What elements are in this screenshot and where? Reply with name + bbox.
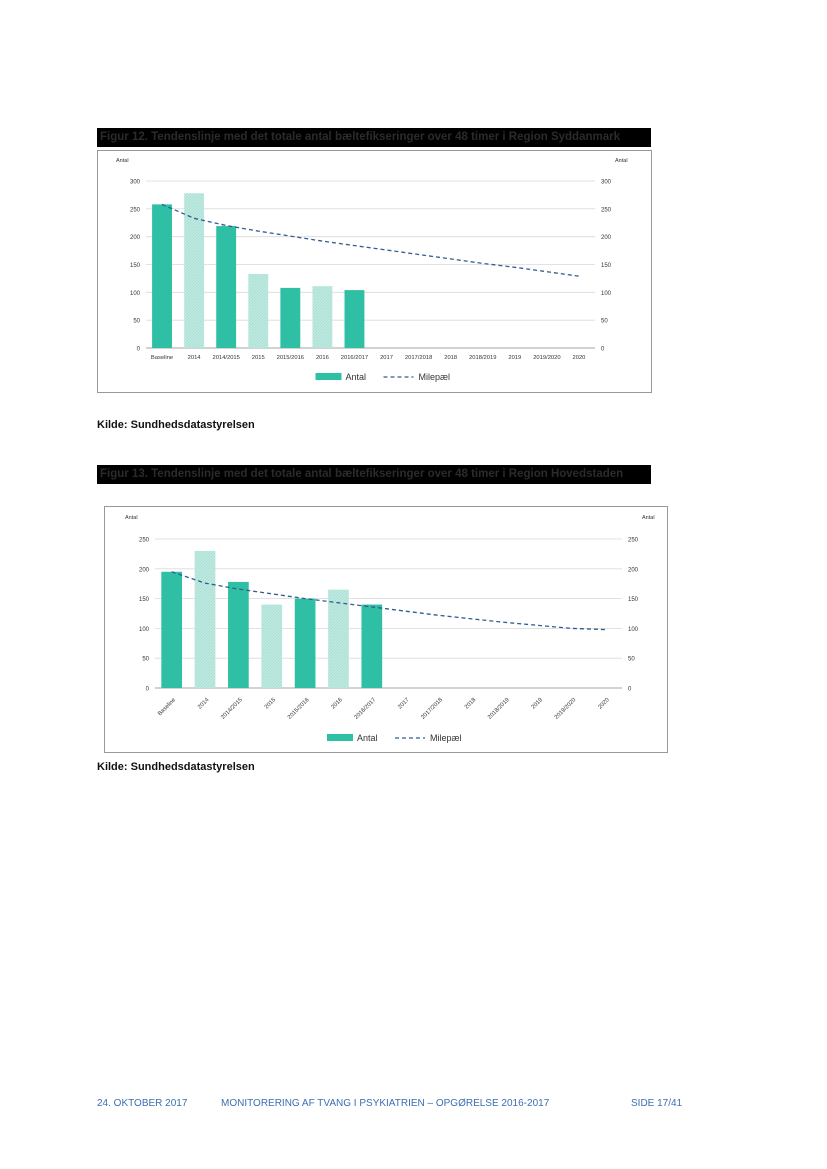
figure-13-title: Figur 13. Tendenslinje med det totale an…: [97, 465, 651, 484]
y-axis-label: Antal: [125, 515, 138, 521]
y-axis-label: Antal: [116, 158, 129, 164]
x-tick-label: 2016: [316, 355, 329, 361]
footer-page-number: SIDE 17/41: [631, 1098, 683, 1109]
figure-13-source: Kilde: Sundhedsdatastyrelsen: [97, 761, 255, 773]
y2-tick-label: 50: [601, 319, 608, 325]
x-tick-label: Baseline: [157, 697, 177, 717]
x-tick-label: 2019/2020: [533, 355, 560, 361]
y-tick-label: 150: [130, 263, 141, 269]
x-tick-label: 2014/2015: [220, 697, 244, 721]
x-tick-label: 2015: [264, 697, 277, 710]
x-tick-label: 2018/2019: [487, 697, 511, 721]
chart-region-syddanmark: 0 0 50 50 100 100 150 150 200 200 250 250 300 300 Anta…: [97, 150, 652, 393]
bar: [152, 204, 172, 348]
bar: [361, 604, 383, 688]
figure-12-title: Figur 12. Tendenslinje med det totale an…: [97, 128, 651, 147]
y2-tick-label: 150: [601, 263, 612, 269]
chart-region-hovedstaden: 0 0 50 50 100 100 150 150 200 200 250 250 Antal Antal…: [104, 506, 668, 753]
y2-tick-label: 250: [601, 207, 612, 213]
y-tick-label: 100: [139, 627, 150, 633]
x-tick-label: 2015/2016: [277, 355, 304, 361]
y2-tick-label: 50: [628, 657, 635, 663]
y2-tick-label: 150: [628, 597, 639, 603]
y-tick-label: 300: [130, 180, 141, 186]
chart-svg: 0 0 50 50 100 100 150 150 200 200 250 250 300 300 Anta…: [116, 158, 628, 382]
bar: [248, 273, 269, 348]
x-tick-label: 2020: [597, 697, 610, 710]
milestone-line: [171, 571, 606, 631]
y-tick-label: 50: [142, 657, 149, 663]
y2-tick-label: 100: [601, 291, 612, 297]
legend-swatch-antal: [327, 734, 353, 741]
x-tick-label: 2017/2018: [420, 697, 444, 721]
y-tick-label: 0: [146, 687, 150, 693]
legend-label-antal: Antal: [357, 733, 378, 743]
x-tick-label: 2017: [397, 697, 410, 710]
y-tick-label: 250: [139, 538, 150, 544]
y2-tick-label: 200: [601, 235, 612, 241]
milestone-line: [161, 203, 580, 277]
y-tick-label: 200: [130, 235, 141, 241]
bar: [184, 193, 205, 348]
x-tick-label: 2020: [573, 355, 586, 361]
x-tick-label: 2015/2016: [287, 697, 311, 721]
legend-swatch-antal: [315, 373, 342, 380]
x-tick-label: 2017/2018: [405, 355, 432, 361]
y2-tick-label: 300: [601, 180, 612, 186]
x-tick-label: 2016/2017: [354, 697, 378, 721]
x-tick-label: 2019/2020: [554, 697, 578, 721]
figure-12-source: Kilde: Sundhedsdatastyrelsen: [97, 419, 255, 431]
bar: [328, 589, 349, 688]
footer-date: 24. OKTOBER 2017: [97, 1098, 188, 1109]
x-tick-label: 2015: [252, 355, 265, 361]
x-tick-label: 2018/2019: [469, 355, 496, 361]
y-tick-label: 150: [139, 597, 150, 603]
x-tick-label: 2014: [197, 697, 211, 711]
chart-svg: 0 0 50 50 100 100 150 150 200 200 250 250 Antal Antal…: [125, 515, 655, 743]
x-tick-label: 2018: [444, 355, 457, 361]
y-tick-label: 0: [137, 347, 141, 353]
x-tick-label: 2019: [531, 697, 544, 710]
bar: [261, 604, 283, 688]
legend-label-milepael: Milepæl: [430, 733, 462, 743]
x-tick-label: Baseline: [151, 355, 173, 361]
bar: [216, 226, 237, 348]
bar: [280, 287, 301, 348]
bar: [194, 550, 216, 688]
y2-tick-label: 100: [628, 627, 639, 633]
footer-document-title: MONITORERING AF TVANG I PSYKIATRIEN – OP…: [221, 1098, 550, 1109]
bar: [161, 571, 183, 688]
bar: [294, 598, 316, 688]
legend-label-antal: Antal: [346, 372, 367, 382]
x-tick-label: 2014: [188, 355, 202, 361]
x-tick-label: 2019: [508, 355, 521, 361]
y2-axis-label: Antal: [642, 515, 655, 521]
x-tick-label: 2017: [380, 355, 393, 361]
y2-tick-label: 0: [628, 687, 632, 693]
y2-tick-label: 250: [628, 538, 639, 544]
bar: [344, 290, 365, 348]
bar: [228, 581, 249, 688]
y-tick-label: 50: [133, 319, 140, 325]
y2-axis-label: Antal: [615, 158, 628, 164]
x-tick-label: 2014/2015: [212, 355, 239, 361]
y2-tick-label: 200: [628, 567, 639, 573]
legend-label-milepael: Milepæl: [419, 372, 451, 382]
y-tick-label: 250: [130, 207, 141, 213]
y-tick-label: 200: [139, 567, 150, 573]
y-tick-label: 100: [130, 291, 141, 297]
bar: [312, 286, 333, 348]
x-tick-label: 2016/2017: [341, 355, 368, 361]
x-tick-label: 2018: [464, 697, 477, 710]
x-tick-label: 2016: [331, 697, 344, 710]
y2-tick-label: 0: [601, 347, 605, 353]
